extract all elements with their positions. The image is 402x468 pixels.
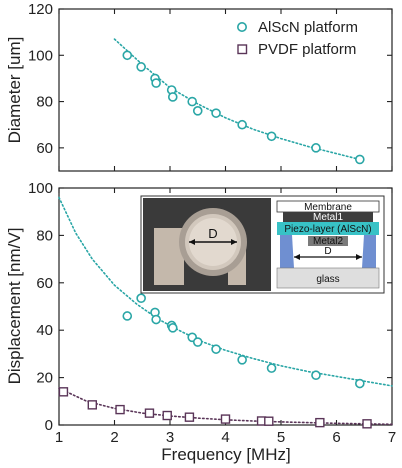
top-alscn-point-0 xyxy=(122,50,133,61)
legend-marker-alscn xyxy=(237,21,248,32)
bottom-alscn-point-10 xyxy=(266,363,277,373)
bottom-alscn-point-11 xyxy=(311,370,321,381)
layer-piezo xyxy=(277,222,379,235)
bottom-pvdf-point-1 xyxy=(87,400,98,410)
top-ytick-label-1: 80 xyxy=(36,94,53,111)
top-alscn-point-6 xyxy=(187,96,197,107)
layer-metal1 xyxy=(283,212,373,222)
bottom-alscn-point-1 xyxy=(136,293,146,304)
inset-schematic: Membrane Metal1 Piezo-layer (AlScN) Meta… xyxy=(274,198,382,291)
bottom-pvdf-point-6 xyxy=(220,414,231,424)
bottom-pvdf-point-2 xyxy=(115,404,125,415)
top-y-axis-label: Diameter [um] xyxy=(5,37,24,144)
bottom-xtick-label-1: 2 xyxy=(110,429,118,446)
bottom-xtick-label-5: 6 xyxy=(332,429,340,446)
layer-metal1-label: Metal1 xyxy=(313,212,343,223)
bottom-fit-pvdf xyxy=(58,387,393,426)
top-alscn-point-10 xyxy=(266,131,277,142)
top-axis-ticks: 60 80 100 120 xyxy=(28,1,393,171)
bottom-alscn-point-12 xyxy=(355,378,365,389)
top-alscn-point-5 xyxy=(167,92,178,102)
side-wall-right xyxy=(362,235,376,268)
legend-label-pvdf: PVDF platform xyxy=(258,41,356,58)
inset: D Membrane Metal1 Piezo-layer (AlScN) Me… xyxy=(140,195,385,294)
bottom-pvdf-point-3 xyxy=(144,408,155,418)
bottom-fit-curves xyxy=(58,196,393,426)
bottom-fit-alscn xyxy=(58,196,393,387)
bottom-axis-ticks: 0 20 40 60 80 100 1 2 3 4 5 6 7 xyxy=(28,180,396,446)
bottom-alscn-point-0 xyxy=(122,311,133,321)
bottom-pvdf-point-9 xyxy=(315,417,325,428)
bottom-pvdf-point-0 xyxy=(58,387,69,397)
top-ytick-label-2: 100 xyxy=(28,47,53,64)
inset-photo-label: D xyxy=(208,226,217,241)
substrate-label: glass xyxy=(316,274,339,285)
bottom-xtick-label-6: 7 xyxy=(388,429,396,446)
bottom-xtick-label-0: 1 xyxy=(55,429,63,446)
bottom-alscn-point-9 xyxy=(237,355,247,365)
bottom-pvdf-point-4 xyxy=(162,410,172,421)
legend-marker-pvdf xyxy=(237,44,248,55)
bottom-alscn-point-3 xyxy=(151,314,161,325)
top-alscn-point-1 xyxy=(136,62,146,72)
top-alscn-point-8 xyxy=(211,108,221,118)
bottom-pvdf-point-8 xyxy=(264,416,274,426)
bottom-xtick-label-3: 4 xyxy=(221,429,229,446)
top-ytick-label-3: 120 xyxy=(28,1,53,18)
bottom-xtick-label-4: 5 xyxy=(277,429,285,446)
bottom-ytick-label-1: 20 xyxy=(36,370,53,387)
top-alscn-point-7 xyxy=(192,106,203,116)
bottom-ytick-label-2: 40 xyxy=(36,322,53,339)
bottom-pvdf-point-5 xyxy=(184,412,195,422)
legend-label-alscn: AlScN platform xyxy=(258,19,358,36)
layer-metal2 xyxy=(308,236,348,246)
bottom-alscn-point-8 xyxy=(211,344,221,354)
bottom-xtick-label-2: 3 xyxy=(166,429,174,446)
dimension-label: D xyxy=(324,246,331,257)
layer-piezo-label: Piezo-layer (AlScN) xyxy=(284,224,371,235)
bottom-alscn-point-7 xyxy=(192,337,203,347)
substrate-glass xyxy=(276,267,380,289)
legend: AlScN platform PVDF platform xyxy=(237,19,358,58)
top-ytick-label-0: 60 xyxy=(36,140,53,157)
layer-metal2-label: Metal2 xyxy=(313,236,343,247)
bottom-ytick-label-0: 0 xyxy=(45,417,53,434)
bottom-ytick-label-3: 60 xyxy=(36,275,53,292)
inset-photo: D xyxy=(143,198,271,291)
top-alscn-point-11 xyxy=(311,143,321,153)
bottom-ytick-label-5: 100 xyxy=(28,180,53,197)
top-alscn-point-9 xyxy=(237,119,247,130)
x-axis-label: Frequency [MHz] xyxy=(161,445,290,464)
bottom-pvdf-point-10 xyxy=(362,419,372,429)
top-alscn-point-12 xyxy=(355,154,365,165)
bottom-data-points xyxy=(58,293,372,429)
layer-membrane-label: Membrane xyxy=(304,202,352,213)
bottom-alscn-point-5 xyxy=(167,323,178,333)
top-data-points xyxy=(122,50,365,165)
side-wall-left xyxy=(280,235,294,268)
bottom-y-axis-label: Displacement [nm/V] xyxy=(5,228,24,385)
bottom-ytick-label-4: 80 xyxy=(36,227,53,244)
top-alscn-point-3 xyxy=(151,78,161,88)
